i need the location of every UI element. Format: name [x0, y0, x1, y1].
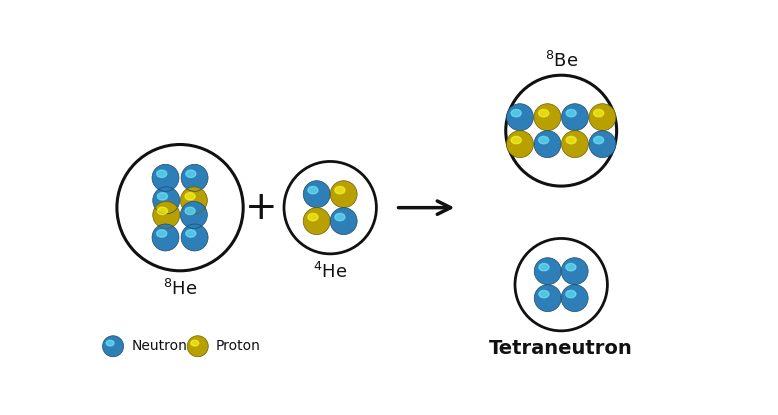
- Circle shape: [534, 258, 561, 285]
- Circle shape: [562, 131, 588, 158]
- Circle shape: [181, 164, 208, 191]
- Circle shape: [561, 258, 588, 285]
- Text: $^8$He: $^8$He: [163, 278, 197, 298]
- Ellipse shape: [594, 137, 604, 144]
- Circle shape: [103, 336, 124, 357]
- Circle shape: [152, 187, 180, 214]
- Ellipse shape: [156, 170, 166, 178]
- Circle shape: [180, 187, 208, 214]
- Text: $^8$Be: $^8$Be: [545, 51, 578, 71]
- Ellipse shape: [157, 193, 167, 200]
- Circle shape: [562, 104, 588, 131]
- Ellipse shape: [566, 264, 576, 271]
- Ellipse shape: [185, 207, 195, 215]
- Circle shape: [506, 104, 534, 131]
- Text: Tetraneutron: Tetraneutron: [489, 339, 633, 358]
- Ellipse shape: [511, 137, 521, 144]
- Text: Proton: Proton: [216, 339, 261, 353]
- Circle shape: [589, 131, 616, 158]
- Ellipse shape: [157, 207, 167, 215]
- Circle shape: [180, 201, 208, 228]
- Ellipse shape: [335, 186, 345, 194]
- Circle shape: [152, 224, 179, 251]
- Circle shape: [534, 131, 561, 158]
- Ellipse shape: [106, 340, 114, 346]
- Ellipse shape: [335, 213, 345, 221]
- Ellipse shape: [511, 110, 521, 117]
- Ellipse shape: [308, 186, 318, 194]
- Ellipse shape: [186, 170, 196, 178]
- Circle shape: [534, 104, 561, 131]
- Circle shape: [181, 224, 208, 251]
- Circle shape: [589, 104, 616, 131]
- Ellipse shape: [538, 110, 548, 117]
- Circle shape: [506, 131, 534, 158]
- Circle shape: [152, 201, 180, 228]
- Ellipse shape: [539, 264, 549, 271]
- Ellipse shape: [566, 137, 576, 144]
- Circle shape: [330, 208, 357, 234]
- Ellipse shape: [186, 230, 196, 237]
- Ellipse shape: [538, 137, 548, 144]
- Ellipse shape: [191, 340, 198, 346]
- Ellipse shape: [566, 110, 576, 117]
- Circle shape: [303, 208, 330, 234]
- Ellipse shape: [308, 213, 318, 221]
- Text: $^4$He: $^4$He: [313, 261, 347, 282]
- Text: +: +: [244, 189, 277, 227]
- Circle shape: [534, 285, 561, 312]
- Ellipse shape: [156, 230, 166, 237]
- Ellipse shape: [566, 290, 576, 298]
- Circle shape: [561, 285, 588, 312]
- Circle shape: [152, 164, 179, 191]
- Circle shape: [330, 181, 357, 208]
- Ellipse shape: [594, 110, 604, 117]
- Ellipse shape: [185, 193, 195, 200]
- Circle shape: [187, 336, 209, 357]
- Circle shape: [303, 181, 330, 208]
- Ellipse shape: [539, 290, 549, 298]
- Text: Neutron: Neutron: [131, 339, 187, 353]
